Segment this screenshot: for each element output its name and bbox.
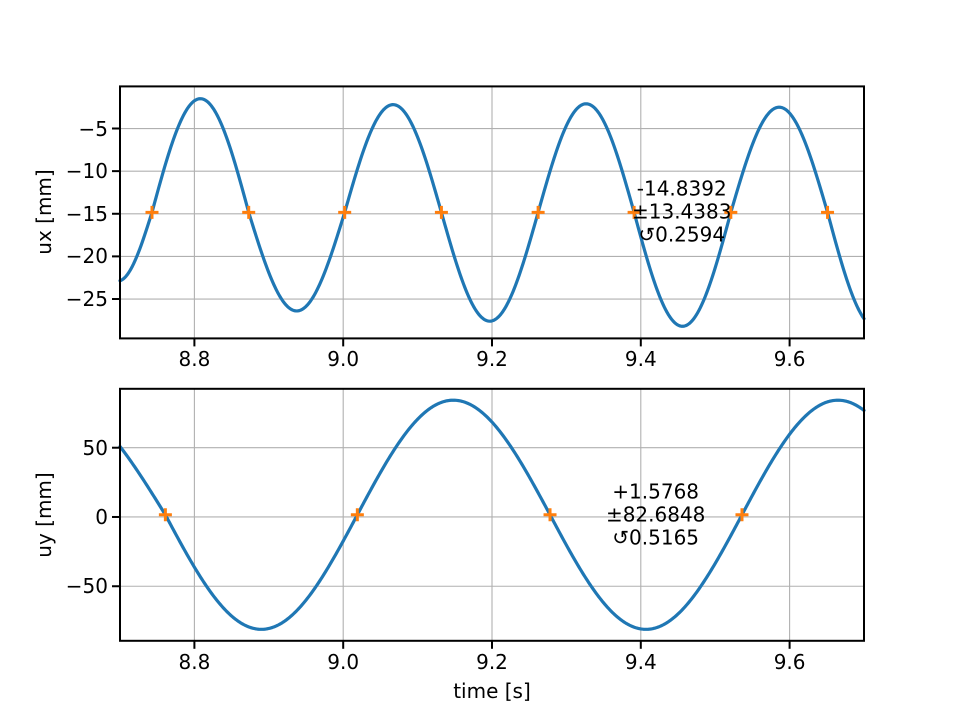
ux-y-tick-label: −5 <box>78 116 108 141</box>
ux-curve <box>118 97 866 328</box>
ux-x-tick-label: 9.4 <box>624 347 657 372</box>
uy-x-tick-label: 9.0 <box>327 649 360 674</box>
uy-x-tick-label: 8.8 <box>178 649 211 674</box>
uy-x-tick-label: 9.2 <box>476 649 508 674</box>
uy-y-tick-label: −50 <box>65 574 108 599</box>
ux-stats-annotation: -14.8392 ±13.4383 ↺0.2594 <box>631 176 732 247</box>
uy-x-tick-label: 9.6 <box>773 649 806 674</box>
ux-axis-label: ux [mm] <box>32 169 56 255</box>
ux-x-tick-label: 9.0 <box>327 347 360 372</box>
ux-x-tick-label: 9.6 <box>773 347 806 372</box>
ux-spines <box>119 85 865 340</box>
uy-y-tick-label: 50 <box>82 435 108 460</box>
uy-axis-label: uy [mm] <box>32 472 56 558</box>
ux-y-tick-label: −20 <box>65 244 108 269</box>
uy-cross-markers <box>158 508 749 522</box>
uy-tick-marks <box>112 446 791 649</box>
ux-axes <box>112 85 866 347</box>
ux-y-tick-label: −15 <box>65 201 108 226</box>
ux-x-tick-label: 8.8 <box>178 347 211 372</box>
uy-x-tick-label: 9.4 <box>624 649 657 674</box>
uy-stats-annotation: +1.5768 ±82.6848 ↺0.5165 <box>605 479 706 550</box>
uy-axes <box>112 387 866 649</box>
ux-cross-markers <box>145 205 835 219</box>
ux-grid <box>120 86 864 339</box>
uy-spines <box>119 387 865 642</box>
ux-y-tick-label: −25 <box>65 287 108 311</box>
ux-y-tick-label: −10 <box>65 159 108 184</box>
ux-tick-marks <box>112 127 791 347</box>
uy-curve <box>118 398 866 631</box>
ux-x-tick-label: 9.2 <box>476 347 508 372</box>
time-axis-label: time [s] <box>453 679 531 703</box>
uy-y-tick-label: 0 <box>95 504 108 529</box>
uy-grid <box>120 388 864 641</box>
